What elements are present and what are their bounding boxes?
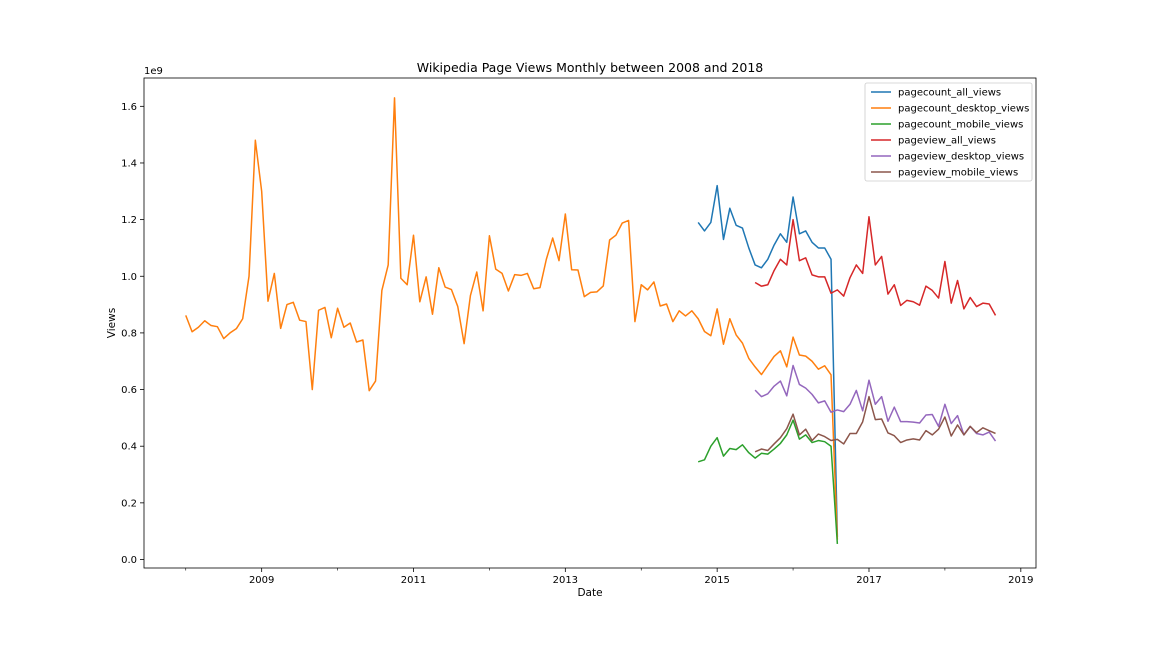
legend-label: pageview_all_views: [898, 136, 996, 147]
series-line-pagecount-mobile-views: [697, 419, 839, 544]
y-multiplier-label: 1e9: [144, 66, 163, 77]
y-tick-label: 1.6: [121, 102, 137, 113]
legend-label: pagecount_desktop_views: [898, 104, 1029, 115]
legend-label: pageview_mobile_views: [898, 168, 1018, 179]
y-tick-label: 1.4: [121, 158, 137, 169]
series-line-pageview-desktop-views: [754, 364, 997, 442]
legend-label: pageview_desktop_views: [898, 152, 1024, 163]
x-tick-label: 2017: [856, 575, 881, 586]
series-line-pageview-all-views: [754, 216, 997, 316]
legend-box: [864, 82, 1033, 182]
y-axis-label: Views: [106, 308, 118, 338]
y-tick-label: 0.0: [121, 555, 137, 566]
x-tick-label: 2019: [1008, 575, 1033, 586]
y-tick-label: 1.2: [121, 215, 137, 226]
y-tick-label: 0.8: [121, 328, 137, 339]
x-tick-label: 2009: [249, 575, 274, 586]
y-tick-label: 1.0: [121, 272, 137, 283]
x-tick-label: 2013: [553, 575, 578, 586]
y-tick-label: 0.6: [121, 385, 137, 396]
y-tick-label: 0.2: [121, 498, 137, 509]
x-axis-label: Date: [577, 587, 602, 599]
chart-title: Wikipedia Page Views Monthly between 200…: [417, 60, 764, 75]
series-line-pagecount-all-views: [697, 184, 839, 537]
series-line-pageview-mobile-views: [754, 395, 996, 453]
y-axis: 0.0 0.2 0.4 0.6 0.8 1.0 1.2 1.4 1.6: [121, 102, 144, 566]
legend: pagecount_all_views pagecount_desktop_vie…: [864, 82, 1033, 182]
x-tick-label: 2015: [704, 575, 729, 586]
legend-label: pagecount_all_views: [898, 88, 1001, 99]
x-tick-label: 2011: [401, 575, 426, 586]
legend-label: pagecount_mobile_views: [898, 120, 1023, 131]
plot-frame: [143, 77, 1037, 569]
x-axis: 2009 2011 2013 2015 2017 2019: [185, 568, 1034, 586]
y-tick-label: 0.4: [121, 442, 137, 453]
series-line-pagecount-desktop-views: [185, 97, 839, 540]
series-layer: [185, 97, 997, 544]
